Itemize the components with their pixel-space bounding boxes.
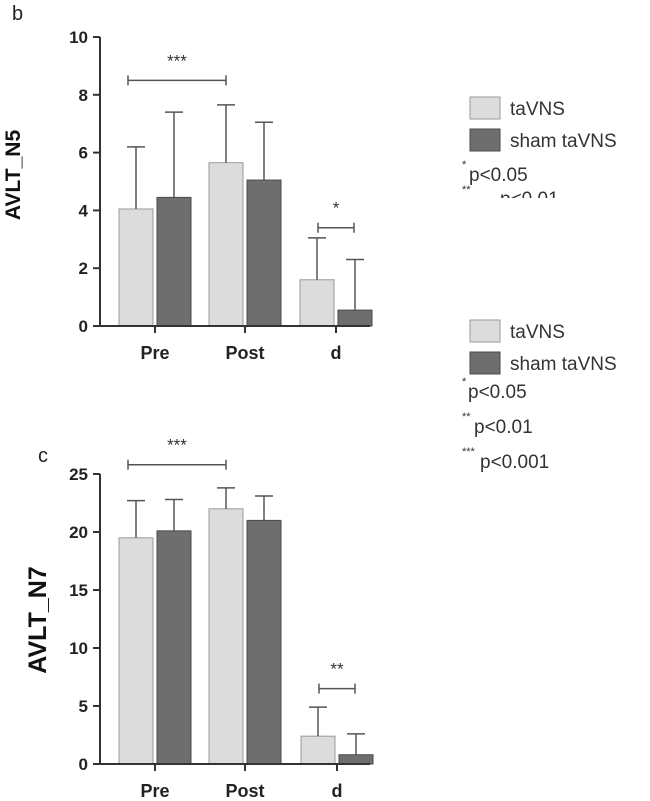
panel-letter: b bbox=[12, 3, 23, 25]
y-axis-label: AVLT_N5 bbox=[2, 130, 25, 221]
legend-note-stars: * bbox=[462, 376, 467, 388]
bar-sham-pre bbox=[156, 196, 192, 327]
legend-note-text: p<0.001 bbox=[480, 452, 549, 473]
y-tick-label: 8 bbox=[79, 86, 88, 105]
legend-note-text: p<0.01 bbox=[500, 189, 559, 210]
legend-swatch-tavns bbox=[469, 96, 501, 120]
bar-tavns-d bbox=[300, 735, 336, 765]
legend-label-tavns: taVNS bbox=[510, 99, 565, 120]
legend-label-sham: sham taVNS bbox=[510, 354, 617, 375]
legend-swatch-sham bbox=[469, 128, 501, 152]
y-tick-label: 4 bbox=[79, 201, 89, 220]
legend-note-stars: ** bbox=[462, 411, 471, 423]
bar-tavns-pre bbox=[118, 537, 154, 765]
x-tick-label: d bbox=[331, 343, 342, 363]
legend-note-stars: ** bbox=[462, 184, 471, 196]
x-tick-label: Pre bbox=[140, 343, 169, 363]
bar-tavns-post bbox=[208, 162, 244, 327]
bar-sham-d bbox=[337, 309, 373, 327]
y-tick-label: 25 bbox=[69, 465, 88, 484]
x-tick-label: Pre bbox=[140, 781, 169, 801]
bar-tavns-pre bbox=[118, 208, 154, 327]
legend-note-clipped: ** p<0.01 bbox=[462, 184, 559, 210]
legend-swatch-tavns bbox=[469, 319, 501, 343]
bar-sham-post bbox=[246, 519, 282, 765]
bar-sham-pre bbox=[156, 530, 192, 765]
significance-label: ** bbox=[330, 660, 344, 679]
bar-sham-post bbox=[246, 179, 282, 327]
x-tick-label: Post bbox=[225, 781, 264, 801]
x-tick-label: d bbox=[332, 781, 343, 801]
bar-tavns-d bbox=[299, 279, 335, 327]
legend-swatch-sham bbox=[469, 351, 501, 375]
significance-label: *** bbox=[167, 51, 187, 70]
legend-note-stars: * bbox=[462, 159, 467, 171]
legend-label-sham: sham taVNS bbox=[510, 131, 617, 152]
y-tick-label: 5 bbox=[79, 697, 88, 716]
y-tick-label: 6 bbox=[79, 144, 88, 163]
panel-letter: c bbox=[38, 445, 48, 467]
legend-note-text: p<0.05 bbox=[468, 382, 527, 403]
y-tick-label: 10 bbox=[69, 28, 88, 47]
y-axis-label: AVLT_N7 bbox=[24, 566, 52, 673]
legend-note-text: p<0.05 bbox=[469, 165, 528, 186]
y-tick-label: 0 bbox=[79, 755, 88, 774]
legend-top: taVNS sham taVNS * p<0.05** p<0.01 bbox=[462, 96, 617, 210]
y-tick-label: 0 bbox=[79, 317, 88, 336]
bar-sham-d bbox=[338, 754, 374, 765]
legend-note-text: p<0.01 bbox=[474, 417, 533, 438]
legend-middle: taVNS sham taVNS * p<0.05 ** p<0.01 *** p<0.001 bbox=[462, 319, 617, 473]
significance-label: * bbox=[333, 199, 340, 218]
x-tick-label: Post bbox=[225, 343, 264, 363]
y-tick-label: 2 bbox=[79, 259, 88, 278]
y-tick-label: 20 bbox=[69, 523, 88, 542]
legend-label-tavns: taVNS bbox=[510, 322, 565, 343]
bar-tavns-post bbox=[208, 508, 244, 765]
y-tick-label: 10 bbox=[69, 639, 88, 658]
legend-note-stars: *** bbox=[462, 446, 476, 458]
y-tick-label: 15 bbox=[69, 581, 88, 600]
significance-label: *** bbox=[167, 436, 187, 455]
